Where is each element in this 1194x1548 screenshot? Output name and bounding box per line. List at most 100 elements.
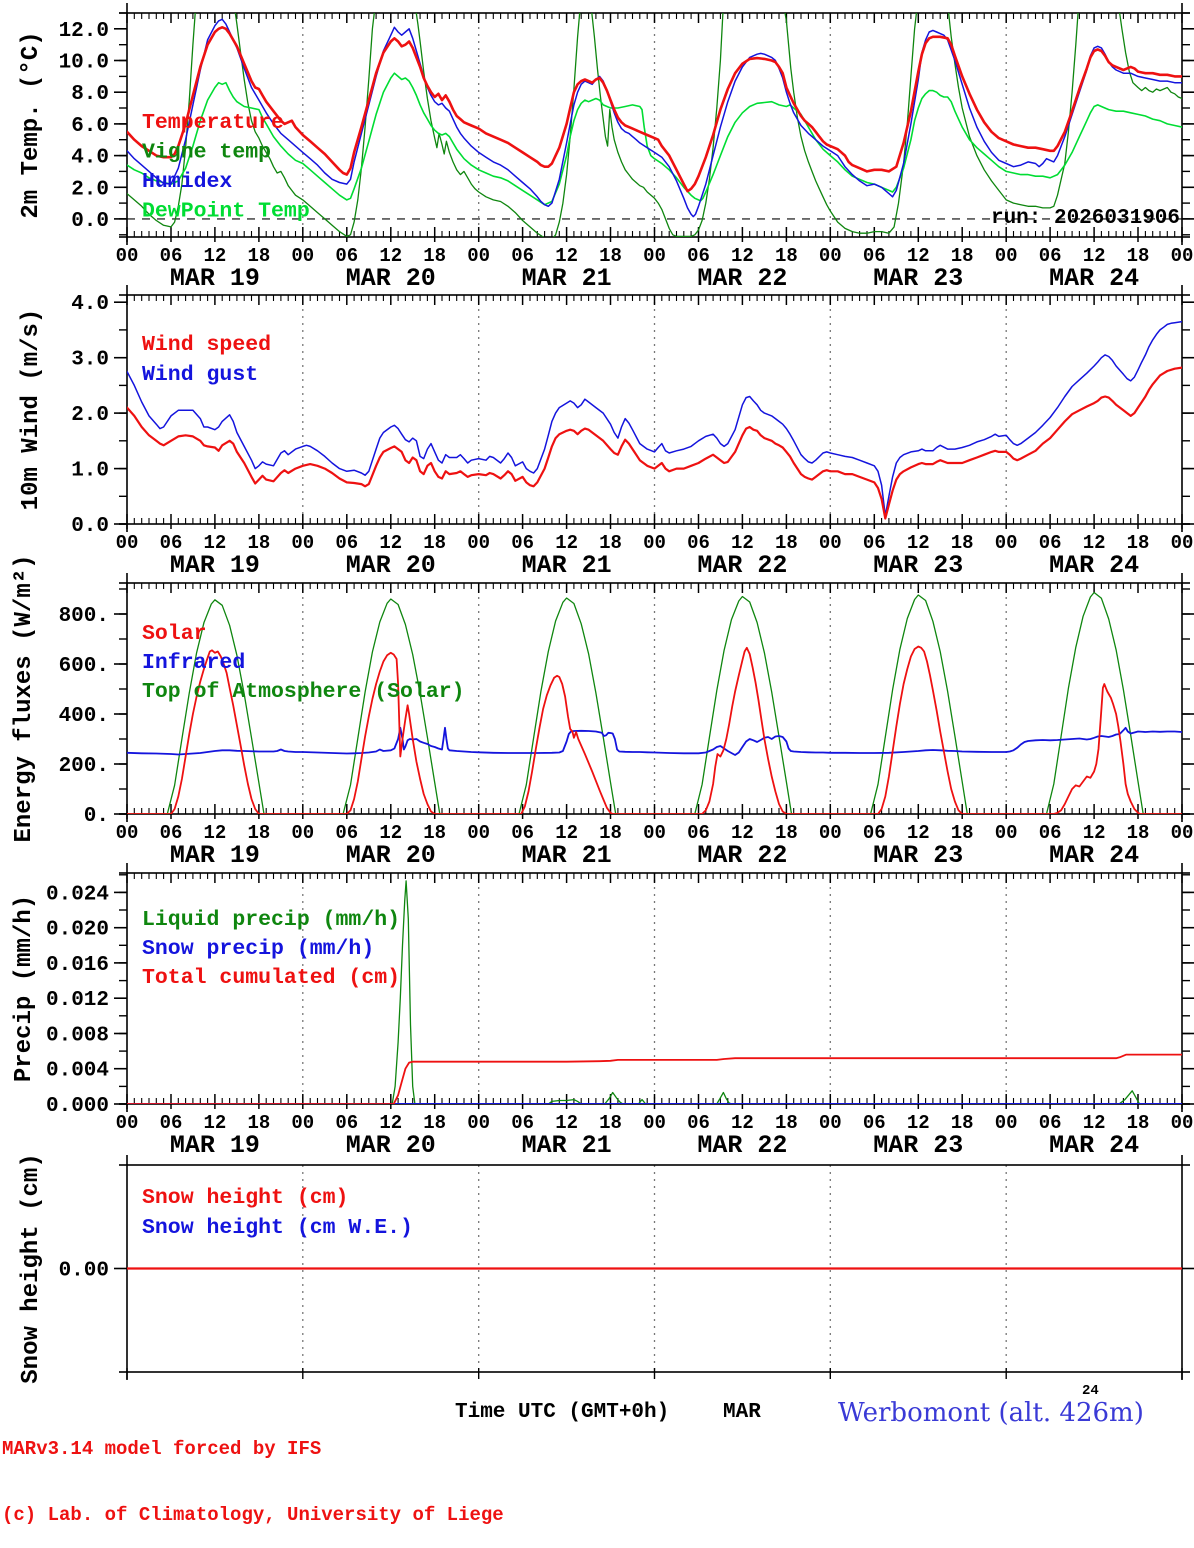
hour-label: 18 bbox=[247, 1112, 270, 1134]
hour-label: 12 bbox=[203, 245, 226, 267]
hour-label: 12 bbox=[907, 245, 930, 267]
hour-label: 18 bbox=[247, 822, 270, 844]
hour-label: 18 bbox=[599, 1112, 622, 1134]
day-label-mar-20: MAR 20 bbox=[346, 1131, 436, 1160]
hour-label: 12 bbox=[731, 822, 754, 844]
day-label-mar-19: MAR 19 bbox=[170, 841, 260, 870]
ytick-wind-10m: 3.0 bbox=[71, 349, 109, 372]
chart-snow-height: 0.00 Snow height (cm) Snow height (cm W.E.… bbox=[18, 1153, 1194, 1384]
hour-label: 18 bbox=[423, 822, 446, 844]
series-humidex bbox=[127, 18, 1182, 218]
hour-label: 12 bbox=[555, 822, 578, 844]
hour-label: 06 bbox=[687, 532, 710, 554]
hour-label: 06 bbox=[511, 532, 534, 554]
series-dewpoint-temp bbox=[127, 72, 1182, 206]
legend-snow-precip-mm-h: Snow precip (mm/h) bbox=[142, 937, 374, 961]
hour-label: 06 bbox=[160, 822, 183, 844]
hour-label: 00 bbox=[643, 1112, 666, 1134]
ytick-precip: 0.024 bbox=[46, 883, 109, 906]
hour-label: 18 bbox=[599, 532, 622, 554]
hour-label: 18 bbox=[951, 245, 974, 267]
ylabel-temperature-2m: 2m Temp. (°C) bbox=[18, 31, 45, 218]
legend-infrared: Infrared bbox=[142, 651, 245, 675]
hour-label: 06 bbox=[335, 532, 358, 554]
hour-label: 12 bbox=[379, 822, 402, 844]
run-label: run: 2026031906 bbox=[990, 207, 1180, 230]
hour-label: 12 bbox=[1083, 1112, 1106, 1134]
hour-label: 06 bbox=[511, 245, 534, 267]
station-label: Werbomont (alt. 426m) bbox=[838, 1398, 1144, 1428]
day-label-mar-24: MAR 24 bbox=[1049, 551, 1139, 580]
ytick-temperature-2m: 2.0 bbox=[71, 178, 109, 201]
day-label-mar-22: MAR 22 bbox=[697, 551, 787, 580]
hour-label: 18 bbox=[951, 532, 974, 554]
hour-label: 00 bbox=[116, 532, 139, 554]
day-label-mar-21: MAR 21 bbox=[522, 551, 612, 580]
day-label-mar-21: MAR 21 bbox=[522, 841, 612, 870]
ylabel-precip: Precip (mm/h) bbox=[11, 895, 38, 1082]
hour-label: 12 bbox=[203, 1112, 226, 1134]
hour-label: 12 bbox=[731, 245, 754, 267]
hour-label: 00 bbox=[1171, 532, 1194, 554]
hour-label: 00 bbox=[467, 822, 490, 844]
hour-label: 18 bbox=[775, 822, 798, 844]
hour-label: 00 bbox=[995, 822, 1018, 844]
series-total-cumulated bbox=[127, 1053, 1182, 1104]
ytick-temperature-2m: 12.0 bbox=[59, 20, 109, 43]
chart-wind-10m: 0.0 1.0 2.0 3.0 4.0 00 06 12 18 00 06 12 18 00 06 12 18 0… bbox=[18, 285, 1194, 580]
hour-label: 06 bbox=[863, 532, 886, 554]
series-vigne-temp bbox=[127, 13, 1182, 237]
chart-precip: 0.000 0.004 0.008 0.012 0.016 0.020 0.024 00 06 1… bbox=[11, 863, 1194, 1160]
hour-label: 18 bbox=[775, 1112, 798, 1134]
hour-label: 18 bbox=[1127, 245, 1150, 267]
hour-label: 00 bbox=[643, 245, 666, 267]
hour-label: 12 bbox=[1083, 245, 1106, 267]
day-label-mar-22: MAR 22 bbox=[697, 264, 787, 293]
hour-label: 00 bbox=[995, 1112, 1018, 1134]
hour-label: 18 bbox=[423, 1112, 446, 1134]
forecast-day-marker: 24 bbox=[1082, 1383, 1099, 1399]
hour-label: 18 bbox=[1127, 532, 1150, 554]
ytick-precip: 0.008 bbox=[46, 1024, 109, 1047]
hour-label: 06 bbox=[511, 1112, 534, 1134]
hour-label: 00 bbox=[995, 245, 1018, 267]
ytick-snow-height: 0.00 bbox=[59, 1260, 109, 1283]
hour-label: 00 bbox=[1171, 245, 1194, 267]
hour-label: 06 bbox=[687, 1112, 710, 1134]
legend-liquid-precip-mm-h: Liquid precip (mm/h) bbox=[142, 908, 400, 932]
ytick-energy-fluxes: 600. bbox=[59, 655, 109, 678]
hour-label: 00 bbox=[1171, 1112, 1194, 1134]
day-label-mar-21: MAR 21 bbox=[522, 264, 612, 293]
hour-label: 12 bbox=[907, 1112, 930, 1134]
series-temperature bbox=[127, 25, 1182, 193]
hour-label: 18 bbox=[247, 245, 270, 267]
hour-label: 00 bbox=[291, 245, 314, 267]
ytick-energy-fluxes: 400. bbox=[59, 705, 109, 728]
ytick-precip: 0.000 bbox=[46, 1095, 109, 1118]
hour-label: 18 bbox=[423, 532, 446, 554]
credit-block: MARv3.14 model forced by IFS (c) Lab. of… bbox=[2, 1394, 504, 1548]
day-label-mar-19: MAR 19 bbox=[170, 264, 260, 293]
day-label-mar-23: MAR 23 bbox=[873, 1131, 963, 1160]
ytick-temperature-2m: 10.0 bbox=[59, 52, 109, 75]
day-label-mar-20: MAR 20 bbox=[346, 551, 436, 580]
hour-label: 00 bbox=[467, 245, 490, 267]
meteogram-figure: 0.02.04.06.08.010.012.000 06 12 18 00 06 12 18 0… bbox=[11, 3, 1194, 1384]
series-solar bbox=[127, 645, 1182, 814]
hour-label: 06 bbox=[687, 245, 710, 267]
hour-label: 12 bbox=[379, 245, 402, 267]
hour-label: 06 bbox=[1039, 1112, 1062, 1134]
ytick-precip: 0.004 bbox=[46, 1060, 109, 1083]
legend-temperature: Temperature bbox=[142, 111, 284, 135]
ylabel-snow-height: Snow height (cm) bbox=[18, 1153, 45, 1383]
hour-label: 18 bbox=[423, 245, 446, 267]
ytick-temperature-2m: 4.0 bbox=[71, 147, 109, 170]
legend-wind-speed: Wind speed bbox=[142, 333, 271, 357]
day-label-mar-22: MAR 22 bbox=[697, 841, 787, 870]
legend-snow-height-cm: Snow height (cm) bbox=[142, 1186, 348, 1210]
hour-label: 06 bbox=[335, 1112, 358, 1134]
hour-label: 00 bbox=[291, 1112, 314, 1134]
hour-label: 00 bbox=[819, 1112, 842, 1134]
hour-label: 06 bbox=[160, 245, 183, 267]
ytick-precip: 0.016 bbox=[46, 954, 109, 977]
